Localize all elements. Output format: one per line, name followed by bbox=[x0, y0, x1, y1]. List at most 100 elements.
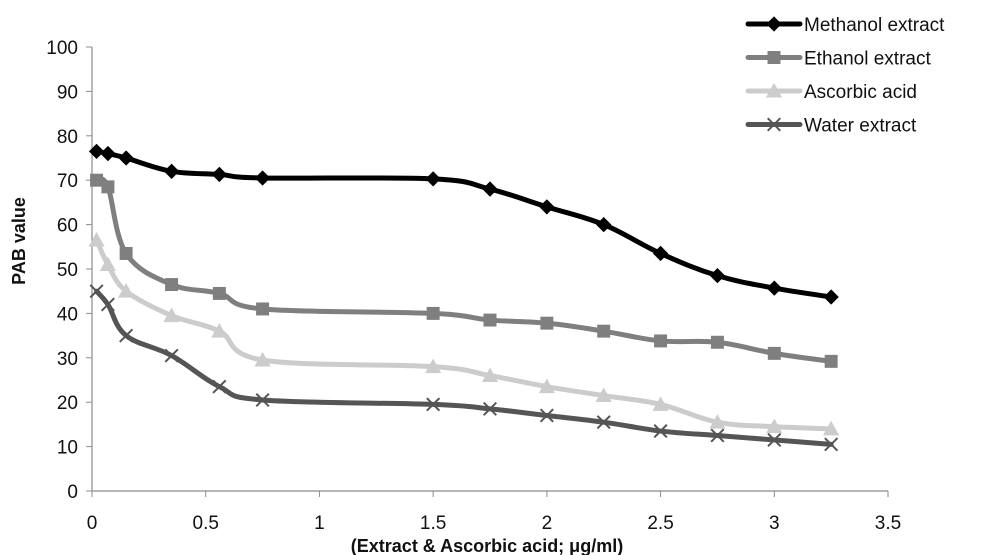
y-axis-ticks: 0 10 20 30 40 50 60 70 80 90 100 bbox=[46, 38, 92, 503]
marker-stroke bbox=[89, 284, 104, 299]
marker-stroke bbox=[767, 432, 782, 447]
data-point bbox=[254, 351, 271, 367]
data-point bbox=[482, 181, 498, 197]
series-line bbox=[94, 288, 834, 447]
data-point bbox=[595, 387, 612, 403]
series-water-extract bbox=[89, 284, 839, 452]
data-point bbox=[823, 420, 840, 436]
data-point bbox=[211, 166, 228, 183]
data-point bbox=[255, 392, 270, 407]
data-point bbox=[425, 171, 441, 187]
x-tick-label: 0 bbox=[87, 513, 98, 534]
marker-stroke bbox=[596, 415, 611, 430]
data-point bbox=[99, 256, 117, 272]
y-tick-label: 10 bbox=[57, 438, 78, 459]
legend-label: Ascorbic acid bbox=[804, 82, 917, 103]
data-point bbox=[89, 284, 104, 299]
legend-marker bbox=[765, 82, 783, 98]
data-point bbox=[538, 378, 555, 394]
marker-stroke bbox=[710, 428, 725, 443]
marker-stroke bbox=[426, 397, 441, 412]
data-point bbox=[100, 145, 116, 162]
data-point bbox=[767, 432, 782, 447]
data-point bbox=[118, 150, 134, 166]
data-point bbox=[483, 313, 497, 327]
marker-stroke bbox=[212, 379, 227, 394]
data-point bbox=[653, 424, 668, 439]
marker-stroke bbox=[653, 424, 668, 439]
x-tick-label: 3 bbox=[769, 513, 780, 534]
data-point bbox=[709, 414, 726, 429]
data-point bbox=[212, 286, 226, 300]
series-line bbox=[94, 148, 834, 300]
y-tick-label: 90 bbox=[57, 82, 78, 103]
series-line bbox=[94, 176, 834, 364]
data-point bbox=[596, 415, 611, 430]
legend-marker bbox=[766, 117, 782, 132]
x-tick-label: 2.5 bbox=[647, 513, 673, 534]
x-tick-label: 1 bbox=[314, 513, 325, 534]
marker-stroke bbox=[539, 408, 554, 423]
series-methanol-extract bbox=[88, 143, 839, 305]
legend-label: Ethanol extract bbox=[804, 49, 931, 70]
x-tick-label: 0.5 bbox=[193, 513, 219, 534]
x-axis-ticks: 0 0.5 1 1.5 2 2.5 3 3.5 bbox=[87, 491, 901, 534]
data-point bbox=[539, 408, 554, 423]
data-point bbox=[710, 428, 725, 443]
data-point bbox=[652, 245, 669, 262]
x-tick-label: 3.5 bbox=[875, 513, 901, 534]
data-point bbox=[425, 358, 442, 374]
data-point bbox=[596, 216, 612, 233]
legend-entry: Ascorbic acid bbox=[745, 82, 917, 103]
series-line bbox=[94, 237, 834, 432]
marker-stroke bbox=[100, 297, 115, 312]
x-axis-title: (Extract & Ascorbic acid; μg/ml) bbox=[351, 536, 623, 555]
series-ethanol-extract bbox=[90, 173, 838, 368]
series-ascorbic-acid bbox=[88, 232, 840, 436]
data-point bbox=[212, 379, 227, 394]
legend-entry: Water extract bbox=[745, 116, 917, 137]
data-point bbox=[824, 354, 838, 368]
data-point bbox=[88, 143, 105, 159]
y-axis-title: PAB value bbox=[9, 197, 29, 285]
series-layer bbox=[88, 143, 840, 452]
data-point bbox=[539, 199, 555, 215]
data-point bbox=[119, 328, 134, 343]
marker-stroke bbox=[482, 401, 498, 416]
data-point bbox=[163, 307, 180, 323]
y-tick-label: 100 bbox=[46, 38, 78, 59]
y-tick-label: 30 bbox=[57, 349, 78, 370]
data-point bbox=[710, 335, 724, 349]
data-point bbox=[823, 289, 839, 305]
y-tick-label: 70 bbox=[57, 171, 78, 192]
data-point bbox=[766, 280, 782, 296]
data-point bbox=[165, 278, 179, 292]
marker-stroke bbox=[255, 392, 270, 407]
data-point bbox=[824, 437, 839, 452]
data-point bbox=[481, 367, 499, 383]
data-point bbox=[482, 401, 498, 416]
legend-label: Methanol extract bbox=[804, 15, 945, 36]
data-point bbox=[426, 306, 440, 320]
data-point bbox=[163, 163, 180, 179]
legend-marker bbox=[767, 51, 781, 64]
y-tick-label: 50 bbox=[57, 260, 78, 281]
data-point bbox=[164, 348, 179, 363]
data-point bbox=[88, 232, 105, 247]
data-point bbox=[119, 246, 133, 260]
data-point bbox=[211, 323, 228, 338]
data-point bbox=[652, 396, 669, 411]
x-tick-label: 1.5 bbox=[420, 513, 446, 534]
x-tick-label: 2 bbox=[542, 513, 553, 534]
y-tick-label: 40 bbox=[57, 304, 78, 325]
data-point bbox=[540, 316, 554, 330]
marker-stroke bbox=[766, 117, 782, 132]
y-tick-label: 0 bbox=[67, 482, 78, 503]
legend-entry: Ethanol extract bbox=[745, 49, 931, 70]
marker-stroke bbox=[164, 348, 179, 363]
data-point bbox=[100, 297, 115, 312]
y-tick-label: 20 bbox=[57, 393, 78, 414]
y-tick-label: 80 bbox=[57, 127, 78, 148]
marker-stroke bbox=[824, 437, 839, 452]
